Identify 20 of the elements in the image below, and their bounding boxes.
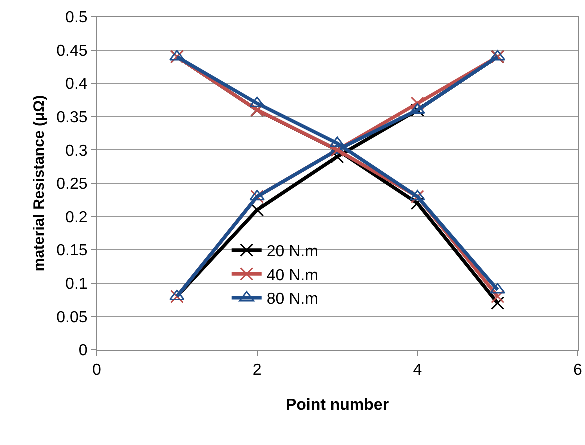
y-tick-label: 0.45 (56, 42, 88, 60)
x-tick-label: 0 (92, 362, 102, 380)
y-tick-label: 0.15 (56, 242, 88, 260)
x-tick-label: 4 (413, 362, 422, 380)
y-tick-label: 0.35 (56, 110, 88, 126)
y-tick-label: 0.4 (66, 76, 88, 94)
y-tick-label: 0.25 (56, 176, 88, 194)
y-tick-label: 0.5 (66, 10, 88, 27)
y-axis-title: material Resistance (μΩ) (30, 95, 48, 272)
x-axis-title: Point number (286, 396, 390, 414)
legend-label: 80 N.m (266, 291, 318, 308)
y-tick-label: 0.3 (66, 142, 88, 160)
x-tick-label: 2 (252, 362, 262, 380)
y-tick-label: 0.1 (66, 276, 88, 293)
y-tick-label: 0.2 (66, 209, 88, 226)
legend-label: 20 N.m (266, 244, 318, 261)
y-tick-label: 0.05 (56, 309, 88, 326)
y-tick-label: 0 (78, 342, 88, 360)
legend-label: 40 N.m (266, 267, 318, 284)
x-tick-label: 6 (574, 362, 583, 380)
